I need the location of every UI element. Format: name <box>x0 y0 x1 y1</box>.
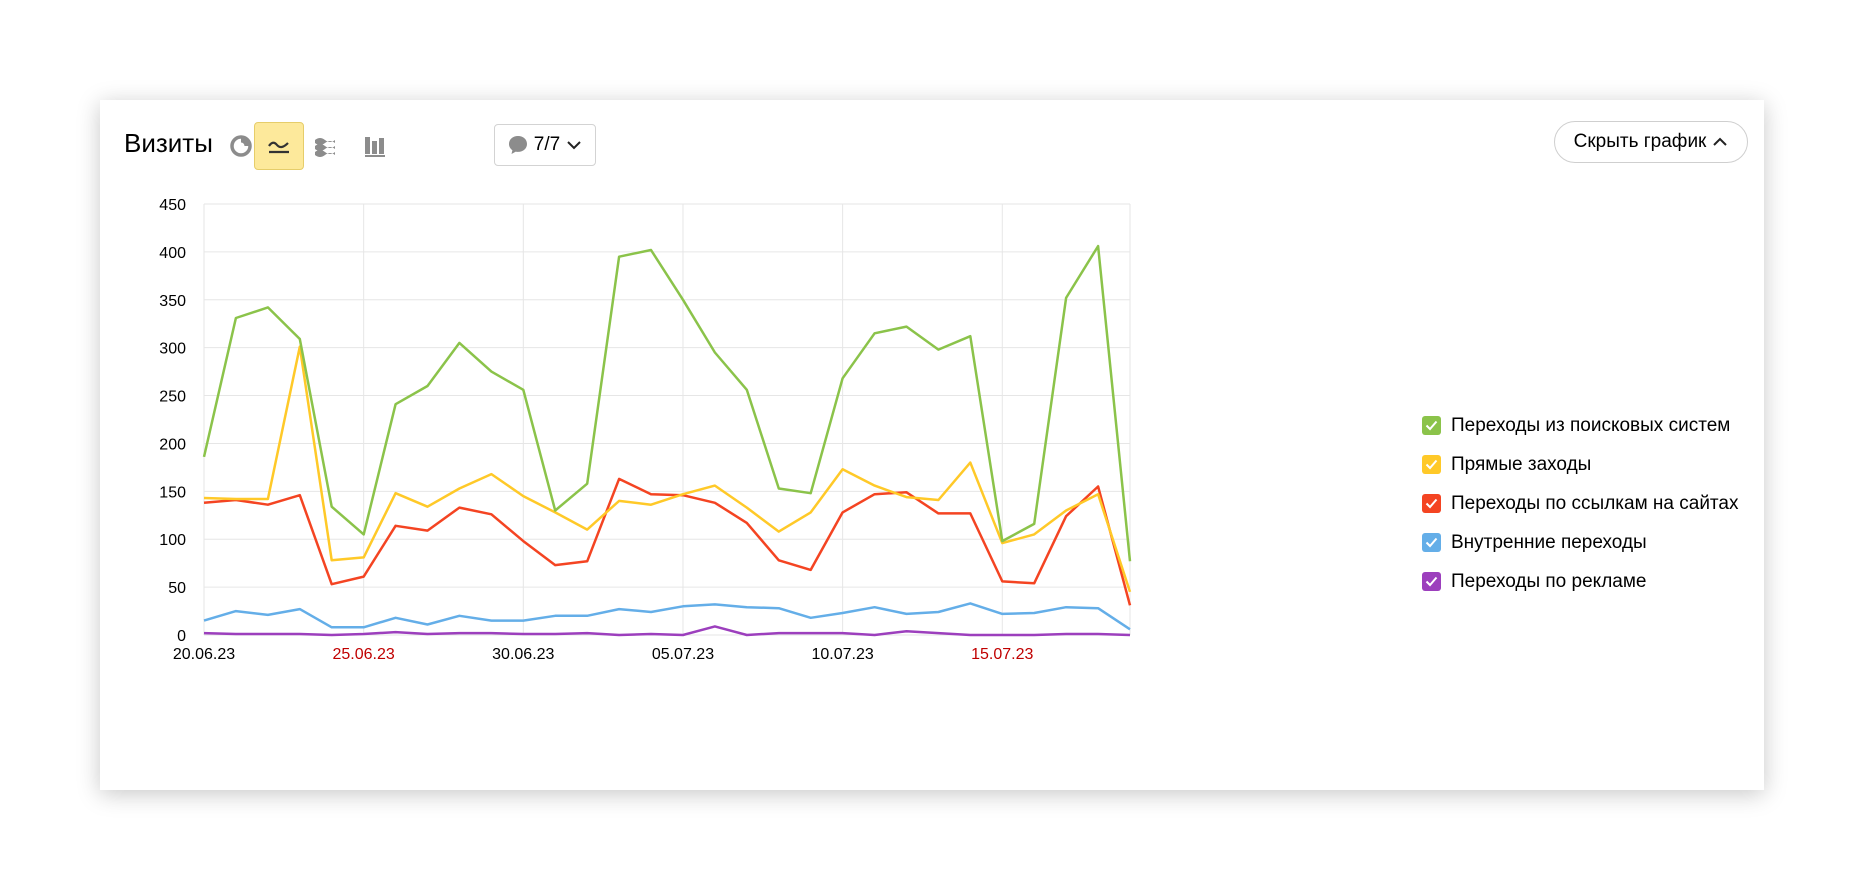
x-tick-label: 10.07.23 <box>811 646 873 663</box>
line-chart-button[interactable] <box>254 122 304 170</box>
y-tick-label: 0 <box>177 628 186 645</box>
chevron-down-icon <box>567 141 581 150</box>
speech-bubble-icon <box>508 136 527 154</box>
series-line <box>202 244 1132 562</box>
visits-card: Визиты 7/7 <box>100 100 1764 790</box>
y-tick-label: 350 <box>159 293 186 310</box>
notes-count: 7/7 <box>533 134 561 155</box>
pie-chart-button[interactable] <box>216 122 266 170</box>
y-tick-label: 200 <box>159 436 186 453</box>
legend-item[interactable]: Переходы по ссылкам на сайтах <box>1422 484 1739 523</box>
legend-item[interactable]: Внутренние переходы <box>1422 523 1739 562</box>
chart-legend: Переходы из поисковых систем Прямые заход… <box>1422 406 1739 601</box>
x-tick-label: 15.07.23 <box>971 646 1033 663</box>
series-line <box>203 602 1131 631</box>
legend-item[interactable]: Переходы из поисковых систем <box>1422 406 1739 445</box>
legend-item[interactable]: Переходы по рекламе <box>1422 562 1739 601</box>
series-line <box>203 477 1132 606</box>
y-tick-label: 250 <box>159 389 186 406</box>
checkbox-checked-icon[interactable] <box>1422 533 1441 552</box>
series-line <box>203 625 1131 637</box>
hide-chart-button[interactable]: Скрыть график <box>1554 121 1748 163</box>
page-title: Визиты <box>124 128 213 158</box>
y-tick-label: 300 <box>159 341 186 358</box>
hide-chart-label: Скрыть график <box>1573 131 1707 152</box>
legend-item[interactable]: Прямые заходы <box>1422 445 1739 484</box>
x-tick-label: 30.06.23 <box>492 646 554 663</box>
legend-label: Переходы из поисковых систем <box>1451 414 1731 436</box>
checkbox-checked-icon[interactable] <box>1422 572 1441 591</box>
visits-line-chart: 0 50 100 150 200 250 300 350 400 450 20.06.23 25.06… <box>159 197 1132 663</box>
y-tick-label: 400 <box>159 245 186 262</box>
pie-chart-icon <box>230 135 252 157</box>
checkbox-checked-icon[interactable] <box>1422 416 1441 435</box>
y-tick-label: 150 <box>159 484 186 501</box>
series-line <box>203 345 1132 593</box>
chevron-up-icon <box>1713 137 1728 146</box>
x-tick-label: 25.06.23 <box>333 646 395 663</box>
y-tick-label: 100 <box>159 532 186 549</box>
x-tick-label: 05.07.23 <box>652 646 714 663</box>
bar-chart-icon <box>365 137 385 157</box>
legend-label: Прямые заходы <box>1451 453 1592 475</box>
legend-label: Переходы по рекламе <box>1451 570 1647 592</box>
checkbox-checked-icon[interactable] <box>1422 494 1441 513</box>
bar-chart-button[interactable] <box>350 122 400 170</box>
x-tick-label: 20.06.23 <box>173 646 235 663</box>
legend-label: Внутренние переходы <box>1451 531 1647 553</box>
legend-label: Переходы по ссылкам на сайтах <box>1451 492 1739 514</box>
notes-dropdown[interactable]: 7/7 <box>494 124 596 166</box>
area-chart-button[interactable] <box>300 122 350 170</box>
line-chart-icon <box>268 141 289 154</box>
y-tick-label: 50 <box>168 580 186 597</box>
y-tick-label: 450 <box>159 197 186 214</box>
area-chart-icon <box>315 138 335 157</box>
checkbox-checked-icon[interactable] <box>1422 455 1441 474</box>
